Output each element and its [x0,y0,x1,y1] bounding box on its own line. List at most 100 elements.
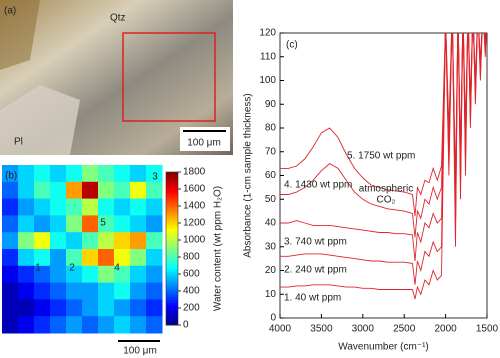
colorbar-step [166,230,178,234]
heat-cell [50,198,67,216]
heat-cell [2,232,19,250]
heat-cell [98,215,115,233]
colorbar-step [166,220,178,224]
heat-cell [82,282,99,300]
colorbar-step [166,202,178,206]
heat-cell [2,165,19,183]
series-label: 3. 740 wt ppm [284,237,347,248]
annotation: CO₂ [377,195,396,206]
colorbar-step [166,223,178,227]
heat-cell [130,265,147,284]
colorbar-step [166,276,178,280]
colorbar-step [166,179,178,183]
heat-cell [82,265,99,284]
colorbar-step [166,243,178,247]
heat-cell [146,165,163,183]
colorbar-step [166,205,178,209]
heat-cell [82,249,99,267]
scale-label: 100 μm [187,138,221,149]
colorbar-step [166,286,178,290]
heat-cell [18,181,35,200]
y-tick-label: 110 [260,51,276,62]
heat-cell [34,316,51,334]
colorbar-step [166,172,178,176]
colorbar-tick-label: 1800 [183,167,206,178]
heat-cell [18,165,35,183]
heat-cell [50,316,67,334]
colorbar-step [166,296,178,300]
y-tick-label: 70 [265,146,277,157]
heat-cell [50,265,67,284]
x-axis-title: Wavenumber (cm⁻¹) [338,342,428,353]
heat-cell [130,316,147,334]
heat-cell [98,181,115,200]
heat-cell [146,198,163,216]
colorbar-step [166,312,178,316]
heat-cell [50,232,67,250]
heat-cell [18,265,35,284]
colorbar-tick-label: 1000 [183,235,206,246]
heat-cell [114,249,131,267]
panel-label: (b) [5,171,17,182]
heat-cell [114,165,131,183]
heat-cell [146,265,163,284]
colorbar-tick-label: 0 [183,320,189,331]
colorbar-tick-label: 1600 [183,184,206,195]
heat-cell [66,282,83,300]
heat-cell [98,282,115,300]
colorbar-step [166,289,178,293]
heat-cell [66,299,83,317]
colorbar-step [166,314,178,318]
colorbar-step [166,256,178,260]
heat-cell [114,265,131,284]
heat-cell [34,165,51,183]
heat-cell [146,215,163,233]
heat-cell [66,316,83,334]
colorbar-step [166,307,178,311]
colorbar-step [166,261,178,265]
heat-cell [66,165,83,183]
point-label: 2 [69,263,75,274]
colorbar-step [166,210,178,214]
colorbar-step [166,253,178,257]
heat-cell [18,316,35,334]
y-tick-label: 90 [265,99,277,110]
micrograph: 100 μm (a) Qtz Pl [0,0,233,155]
heat-cell [114,299,131,317]
heat-cell [82,299,99,317]
x-tick-label: 3500 [310,324,333,335]
spectrum-line [280,33,487,216]
y-axis-title: Absorbance (1-cm sample thickness) [243,93,254,258]
heat-cell [50,165,67,183]
heat-cell [146,316,163,334]
y-tick-label: 60 [265,170,277,181]
heat-cell [82,232,99,250]
colorbar-step [166,184,178,188]
y-tick-label: 80 [265,123,277,134]
colorbar-tick-label: 600 [183,269,200,280]
y-tick-label: 30 [265,241,277,252]
heat-cell [82,165,99,183]
colorbar-step [166,207,178,211]
heat-cell [98,299,115,317]
colorbar-step [166,217,178,221]
colorbar-step [166,192,178,196]
colorbar-tick-label: 1200 [183,218,206,229]
heat-cell [34,232,51,250]
heat-cell [2,215,19,233]
heat-cell [130,282,147,300]
colorbar-tick-label: 400 [183,286,200,297]
plot-area [280,33,487,300]
colorbar-step [166,302,178,306]
heat-cell [2,299,19,317]
heat-cell [82,198,99,216]
colorbar-title: Water content (wt ppm H₂O) [213,186,224,311]
heat-cell [50,299,67,317]
colorbar-step [166,182,178,186]
heat-cell [82,215,99,233]
heat-cell [114,316,131,334]
colorbar-step [166,215,178,219]
colorbar-step [166,233,178,237]
series-label: 5. 1750 wt ppm [347,151,415,162]
heat-cell [50,249,67,267]
